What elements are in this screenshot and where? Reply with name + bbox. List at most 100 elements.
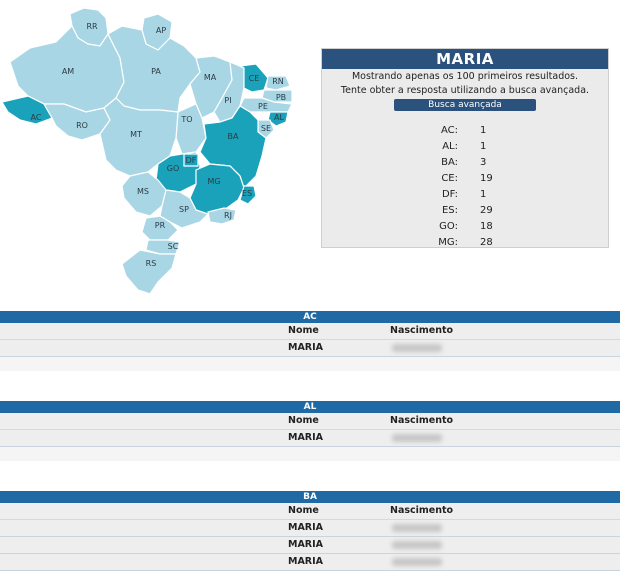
label-rs: RS <box>146 259 157 268</box>
results-panel: MARIA Mostrando apenas os 100 primeiros … <box>321 48 609 248</box>
table-row[interactable]: MARIA <box>0 520 620 537</box>
row-spacer <box>0 447 620 461</box>
count-value: 18 <box>480 221 493 232</box>
label-mg: MG <box>207 177 220 186</box>
section-al: AL Nome Nascimento MARIA <box>0 401 620 461</box>
label-rn: RN <box>272 77 284 86</box>
section-ba: BA Nome Nascimento MARIA MARIA MARIA <box>0 491 620 571</box>
count-uf: CE: <box>441 173 458 184</box>
label-se: SE <box>261 124 271 133</box>
section-header-ba: BA <box>0 491 620 503</box>
blurred-birthdate <box>392 524 442 532</box>
count-uf: ES: <box>441 205 458 216</box>
col-birth: Nascimento <box>390 325 454 336</box>
label-ce: CE <box>249 74 260 83</box>
count-row: ES: 29 <box>322 205 608 221</box>
col-name: Nome <box>288 415 319 426</box>
label-go: GO <box>167 164 180 173</box>
label-pa: PA <box>151 67 161 76</box>
label-pb: PB <box>276 93 286 102</box>
count-value: 1 <box>480 189 487 200</box>
count-value: 28 <box>480 237 493 248</box>
person-name: MARIA <box>288 556 324 567</box>
label-pe: PE <box>258 102 268 111</box>
count-row: GO: 18 <box>322 221 608 237</box>
section-header-al: AL <box>0 401 620 413</box>
state-ms[interactable] <box>121 171 167 217</box>
count-value: 3 <box>480 157 487 168</box>
label-ma: MA <box>204 73 217 82</box>
table-header: Nome Nascimento <box>0 413 620 430</box>
label-pr: PR <box>155 221 166 230</box>
col-birth: Nascimento <box>390 505 454 516</box>
blurred-birthdate <box>392 434 442 442</box>
state-pa[interactable] <box>107 25 201 113</box>
count-row: CE: 19 <box>322 173 608 189</box>
table-row[interactable]: MARIA <box>0 430 620 447</box>
label-sc: SC <box>168 242 179 251</box>
blurred-birthdate <box>392 344 442 352</box>
person-name: MARIA <box>288 522 324 533</box>
count-uf: AC: <box>440 125 458 136</box>
advanced-hint-message: Tente obter a resposta utilizando a busc… <box>340 85 590 96</box>
state-mg[interactable] <box>189 163 245 215</box>
label-ba: BA <box>228 132 239 141</box>
label-sp: SP <box>179 205 189 214</box>
label-ac: AC <box>31 113 42 122</box>
count-row: MG: 28 <box>322 237 608 253</box>
state-rn[interactable] <box>265 75 291 91</box>
label-to: TO <box>180 115 192 124</box>
state-sp[interactable] <box>159 189 210 229</box>
label-ms: MS <box>137 187 149 196</box>
state-ce[interactable] <box>237 63 269 93</box>
state-rj[interactable] <box>207 207 237 225</box>
label-es: ES <box>242 189 252 198</box>
state-to[interactable] <box>175 103 207 155</box>
label-pi: PI <box>224 96 231 105</box>
table-row[interactable]: MARIA <box>0 554 620 571</box>
state-es[interactable] <box>239 185 257 205</box>
person-name: MARIA <box>288 432 324 443</box>
count-uf: DF: <box>441 189 458 200</box>
person-name: MARIA <box>288 342 324 353</box>
count-row: DF: 1 <box>322 189 608 205</box>
state-ba[interactable] <box>199 105 267 190</box>
state-pr[interactable] <box>141 215 179 241</box>
state-ac[interactable] <box>1 95 53 125</box>
state-rs[interactable] <box>121 249 177 295</box>
table-row[interactable]: MARIA <box>0 537 620 554</box>
search-name-title: MARIA <box>322 49 608 69</box>
count-row: BA: 3 <box>322 157 608 173</box>
count-value: 1 <box>480 141 487 152</box>
table-row[interactable]: MARIA <box>0 340 620 357</box>
state-counts: AC: 1 AL: 1 BA: 3 CE: 19 DF: 1 ES: 29 GO: 18 MG… <box>322 125 608 253</box>
section-header-ac: AC <box>0 311 620 323</box>
count-uf: GO: <box>439 221 458 232</box>
brazil-map: RR AP AM PA MA CE RN PB PE PI AL SE AC R… <box>0 0 312 300</box>
brazil-map-svg: RR AP AM PA MA CE RN PB PE PI AL SE AC R… <box>1 7 293 295</box>
count-value: 1 <box>480 125 487 136</box>
count-uf: AL: <box>442 141 458 152</box>
state-al[interactable] <box>267 111 289 127</box>
count-row: AL: 1 <box>322 141 608 157</box>
blurred-birthdate <box>392 558 442 566</box>
label-rj: RJ <box>224 211 232 220</box>
label-rr: RR <box>86 22 98 31</box>
label-ap: AP <box>156 26 166 35</box>
table-header: Nome Nascimento <box>0 503 620 520</box>
count-row: AC: 1 <box>322 125 608 141</box>
df-box <box>183 153 199 167</box>
label-ro: RO <box>76 121 88 130</box>
limit-message: Mostrando apenas os 100 primeiros result… <box>351 71 579 82</box>
blurred-birthdate <box>392 541 442 549</box>
row-spacer <box>0 357 620 371</box>
advanced-search-button[interactable]: Busca avançada <box>394 99 536 111</box>
count-value: 19 <box>480 173 493 184</box>
table-header: Nome Nascimento <box>0 323 620 340</box>
count-uf: MG: <box>438 237 458 248</box>
count-uf: BA: <box>441 157 458 168</box>
col-birth: Nascimento <box>390 415 454 426</box>
col-name: Nome <box>288 325 319 336</box>
label-am: AM <box>62 67 74 76</box>
person-name: MARIA <box>288 539 324 550</box>
